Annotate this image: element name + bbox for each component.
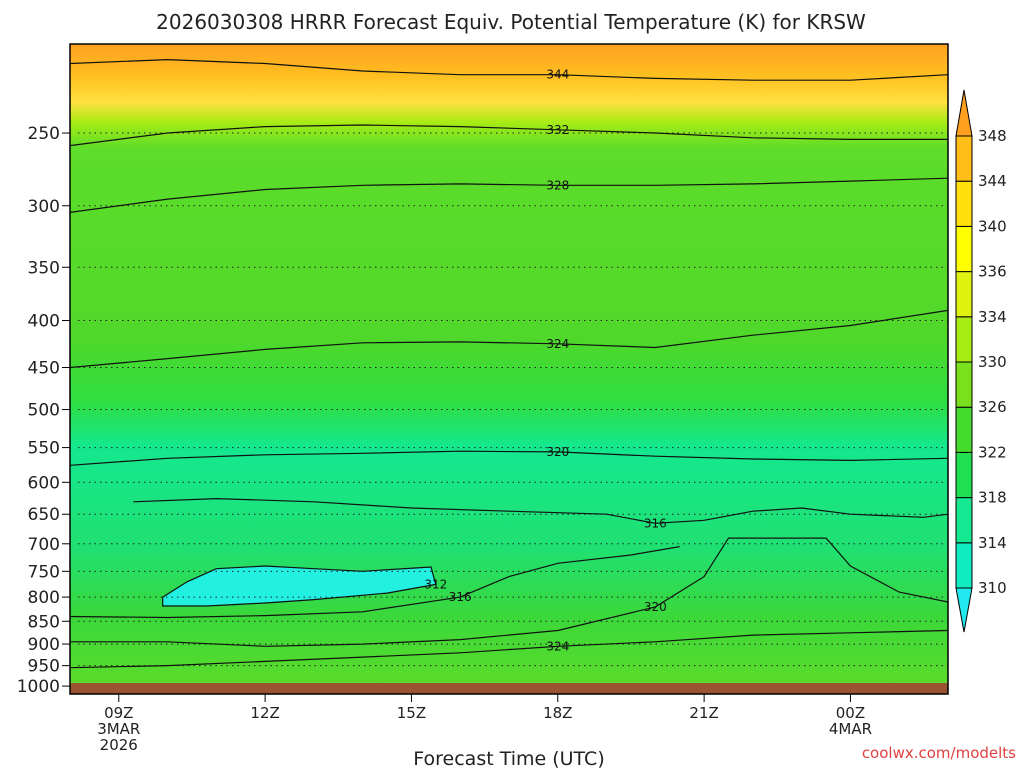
y-tick-label: 450 xyxy=(28,359,60,379)
colorbar-label: 344 xyxy=(978,172,1007,190)
colorbar: 310 314 318 322 326 330 334 336 340 344 348 xyxy=(955,89,1007,633)
colorbar-label: 314 xyxy=(978,534,1007,552)
colorbar-segment xyxy=(955,406,973,453)
colorbar-label: 348 xyxy=(978,127,1007,145)
contour-316 xyxy=(133,497,948,524)
contour-label-312: 312 xyxy=(424,577,447,591)
contour-label-344: 344 xyxy=(546,68,569,82)
colorbar-segment xyxy=(955,225,973,273)
y-axis: 250 300 350 400 450 500 550 600 650 700 750 800 850 9… xyxy=(17,124,70,697)
colorbar-segment xyxy=(955,361,973,408)
y-tick-label: 800 xyxy=(28,588,60,608)
region-below-312 xyxy=(162,566,436,606)
contour-label-328: 328 xyxy=(546,178,569,192)
plot-frame xyxy=(69,43,949,695)
x-tick-label: 3MAR xyxy=(97,720,140,738)
colorbar-segment xyxy=(955,135,973,182)
x-axis-label: Forecast Time (UTC) xyxy=(413,748,604,768)
y-tick-label: 1000 xyxy=(17,677,60,697)
colorbar-segment xyxy=(955,180,973,227)
colorbar-segment xyxy=(955,542,973,589)
contour-332 xyxy=(70,124,948,147)
contour-lines xyxy=(70,58,948,669)
colorbar-label: 330 xyxy=(978,353,1007,371)
x-tick-label: 18Z xyxy=(543,704,572,722)
x-tick-label: 21Z xyxy=(689,704,718,722)
colorbar-segment xyxy=(955,497,973,544)
contour-label-316: 316 xyxy=(644,516,667,530)
y-tick-label: 250 xyxy=(28,124,60,144)
colorbar-top-arrow xyxy=(955,89,973,137)
y-tick-label: 550 xyxy=(28,439,60,459)
colorbar-label: 322 xyxy=(978,443,1007,461)
y-tick-label: 650 xyxy=(28,505,60,525)
y-tick-label: 500 xyxy=(28,401,60,421)
contour-label-324: 324 xyxy=(546,337,569,351)
contour-316 xyxy=(70,546,680,619)
y-tick-label: 400 xyxy=(28,312,60,332)
chart-title: 2026030308 HRRR Forecast Equiv. Potentia… xyxy=(156,10,866,34)
contour-320 xyxy=(70,450,948,466)
x-tick-label: 2026 xyxy=(100,736,138,754)
pressure-gridlines xyxy=(78,132,948,687)
contour-label-316: 316 xyxy=(449,590,472,604)
contour-label-320: 320 xyxy=(546,445,569,459)
contour-344 xyxy=(70,58,948,81)
colorbar-label: 326 xyxy=(978,398,1007,416)
x-tick-label: 12Z xyxy=(250,704,279,722)
terrain-strip xyxy=(70,683,948,694)
x-tick-label: 00Z xyxy=(836,704,865,722)
low-theta-regions xyxy=(162,566,436,606)
x-tick-label: 15Z xyxy=(397,704,426,722)
colorbar-segment xyxy=(955,271,973,318)
contour-label-332: 332 xyxy=(546,123,569,137)
contour-label-324: 324 xyxy=(546,639,569,653)
colorbar-label: 318 xyxy=(978,489,1007,507)
y-tick-label: 900 xyxy=(28,635,60,655)
colorbar-label: 336 xyxy=(978,263,1007,281)
contour-328 xyxy=(70,177,948,213)
x-tick-label: 4MAR xyxy=(829,720,872,738)
y-tick-label: 850 xyxy=(28,612,60,632)
colorbar-label: 340 xyxy=(978,217,1007,235)
contour-312 xyxy=(162,565,437,607)
y-tick-label: 350 xyxy=(28,258,60,278)
y-tick-label: 600 xyxy=(28,473,60,493)
y-tick-label: 700 xyxy=(28,535,60,555)
contour-label-320: 320 xyxy=(644,600,667,614)
contour-324 xyxy=(70,629,948,669)
y-tick-label: 300 xyxy=(28,197,60,217)
colorbar-label: 310 xyxy=(978,579,1007,597)
contour-324 xyxy=(70,309,948,369)
contour-320 xyxy=(70,537,948,647)
colorbar-segment xyxy=(955,316,973,363)
colorbar-segment xyxy=(955,451,973,499)
colorbar-bottom-arrow xyxy=(955,587,973,633)
credit-text: coolwx.com/modelts xyxy=(862,744,1016,762)
y-tick-label: 750 xyxy=(28,562,60,582)
colorbar-label: 334 xyxy=(978,308,1007,326)
x-tick-label: 09Z xyxy=(104,704,133,722)
y-tick-label: 950 xyxy=(28,657,60,677)
